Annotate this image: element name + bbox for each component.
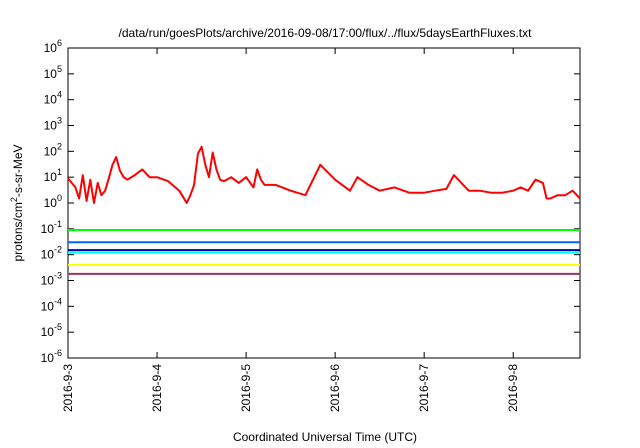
x-axis-label: Coordinated Universal Time (UTC) (233, 430, 417, 444)
y-tick-label: 10-4 (41, 296, 62, 313)
y-tick-base: 10 (41, 325, 55, 339)
x-tick-label: 2016-9-3 (61, 364, 75, 412)
chart-title: /data/run/goesPlots/archive/2016-09-08/1… (119, 26, 533, 40)
y-tick-base: 10 (44, 170, 58, 184)
y-tick-label: 104 (44, 90, 62, 107)
y-tick-base: 10 (44, 41, 58, 55)
y-tick-label: 10-1 (41, 219, 62, 236)
y-tick-label: 10-6 (41, 348, 62, 365)
y-tick-label: 103 (44, 116, 62, 133)
y-tick-exponent: 4 (57, 90, 62, 100)
y-tick-exponent: -1 (54, 219, 62, 229)
y-tick-exponent: 0 (57, 193, 62, 203)
plot-area: 10-610-510-410-310-210-11001011021031041… (41, 38, 581, 412)
y-tick-label: 10-2 (41, 245, 62, 262)
y-axis-label: protons/cm2-s-sr-MeV (9, 144, 25, 261)
y-tick-label: 105 (44, 64, 62, 81)
y-tick-exponent: 5 (57, 64, 62, 74)
y-tick-exponent: -5 (54, 322, 62, 332)
y-tick-exponent: 1 (57, 167, 62, 177)
ylabel-part-1: protons/cm (11, 202, 25, 261)
x-tick-label: 2016-9-7 (417, 364, 431, 412)
y-axis: 10-610-510-410-310-210-11001011021031041… (41, 38, 580, 365)
y-tick-label: 10-3 (41, 271, 62, 288)
series-line-1 (68, 145, 580, 204)
plot-frame (67, 47, 581, 359)
x-tick-label: 2016-9-5 (239, 364, 253, 412)
y-tick-base: 10 (41, 248, 55, 262)
x-axis: 2016-9-3 2016-9-4 2016-9-5 2016-9-6 2016-9-7… (61, 48, 520, 412)
y-tick-exponent: -6 (54, 348, 62, 358)
y-tick-base: 10 (44, 93, 58, 107)
y-tick-base: 10 (44, 119, 58, 133)
y-tick-exponent: 6 (57, 38, 62, 48)
y-tick-exponent: 2 (57, 141, 62, 151)
y-tick-base: 10 (41, 299, 55, 313)
x-tick-label: 2016-9-4 (150, 364, 164, 412)
x-tick-label: 2016-9-8 (506, 364, 520, 412)
y-tick-label: 101 (44, 167, 62, 184)
y-tick-base: 10 (41, 274, 55, 288)
series-layer (68, 145, 580, 275)
y-tick-label: 100 (44, 193, 62, 210)
y-tick-base: 10 (44, 196, 58, 210)
y-tick-exponent: 3 (57, 116, 62, 126)
y-tick-label: 10-5 (41, 322, 62, 339)
y-tick-base: 10 (41, 351, 55, 365)
y-tick-base: 10 (44, 67, 58, 81)
y-tick-base: 10 (44, 144, 58, 158)
y-tick-base: 10 (41, 222, 55, 236)
ylabel-part-2: 2 (9, 197, 19, 202)
y-tick-exponent: -3 (54, 271, 62, 281)
y-tick-exponent: -4 (54, 296, 62, 306)
x-tick-label: 2016-9-6 (328, 364, 342, 412)
y-tick-exponent: -2 (54, 245, 62, 255)
y-tick-label: 102 (44, 141, 62, 158)
y-tick-label: 106 (44, 38, 62, 55)
ylabel-part-3: -s-sr-MeV (11, 144, 25, 197)
